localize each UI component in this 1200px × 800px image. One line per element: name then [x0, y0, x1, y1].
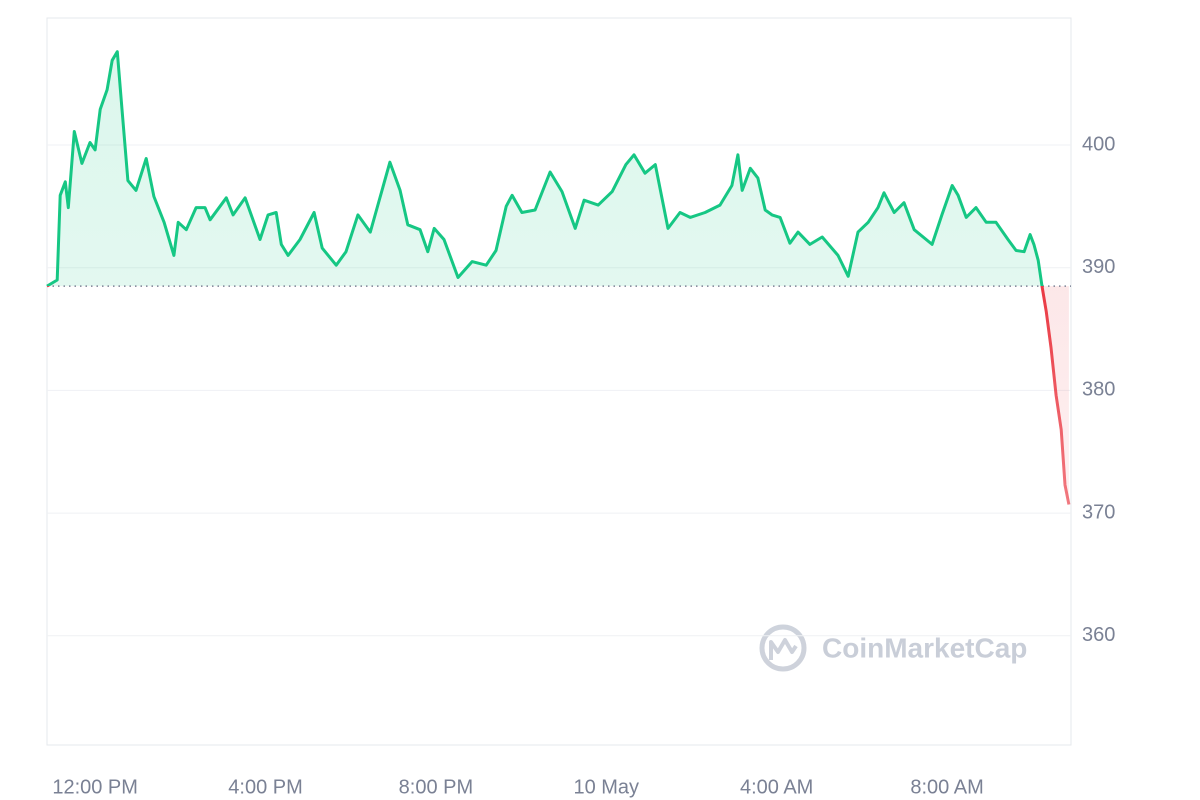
y-tick-label: 370: [1082, 501, 1115, 523]
watermark: CoinMarketCap: [822, 632, 1027, 663]
x-tick-label: 4:00 PM: [228, 776, 302, 798]
y-tick-label: 400: [1082, 133, 1115, 155]
x-tick-label: 8:00 AM: [910, 776, 983, 798]
plot-frame: [46, 17, 1072, 746]
x-tick-label: 12:00 PM: [52, 776, 138, 798]
x-tick-label: 4:00 AM: [740, 776, 813, 798]
y-tick-label: 380: [1082, 379, 1115, 401]
y-tick-label: 390: [1082, 256, 1115, 278]
x-tick-label: 8:00 PM: [399, 776, 473, 798]
watermark-logo: [759, 624, 807, 672]
price-area: [47, 51, 1069, 505]
y-tick-label: 360: [1082, 624, 1115, 646]
x-tick-label: 10 May: [573, 776, 639, 798]
price-line: [46, 50, 1071, 505]
